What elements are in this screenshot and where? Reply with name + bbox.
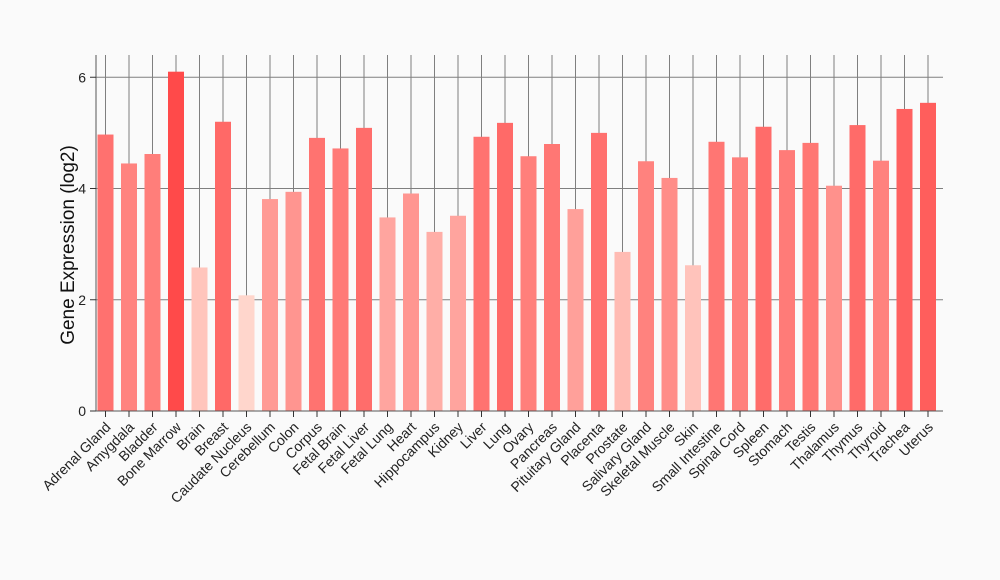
bar-thyroid <box>873 160 889 411</box>
bar-skin <box>685 265 701 411</box>
bar-bladder <box>144 154 161 411</box>
y-tick-label-2: 2 <box>78 292 86 308</box>
bar-spinal-cord <box>732 157 748 411</box>
bar-heart <box>403 193 419 411</box>
bar-breast <box>215 121 231 411</box>
bar-cerebellum <box>262 199 278 411</box>
y-tick-label-0: 0 <box>78 403 86 419</box>
bar-brain <box>191 267 208 411</box>
y-tick-label-4: 4 <box>78 181 86 197</box>
bar-fetal-brain <box>332 148 349 411</box>
bar-testis <box>802 142 819 411</box>
axes <box>90 55 943 417</box>
y-axis-title: Gene Expression (log2) <box>58 145 79 345</box>
bar-corpus <box>309 137 325 411</box>
bar-amygdala <box>121 163 137 411</box>
bar-skeletal-muscle <box>661 177 678 411</box>
y-tick-labels: 0 2 4 6 <box>78 69 86 419</box>
bar-lung <box>497 122 513 412</box>
bar-stomach <box>779 150 795 411</box>
bar-liver <box>473 136 490 412</box>
bar-trachea <box>896 108 913 412</box>
bars <box>97 71 936 412</box>
bar-small-intestine <box>708 141 725 411</box>
bar-uterus <box>920 102 936 412</box>
bar-thalamus <box>826 185 842 411</box>
bar-caudate-nucleus <box>238 295 255 411</box>
bar-pancreas <box>544 144 560 411</box>
bar-pituitary-gland <box>567 209 584 411</box>
bar-placenta <box>591 132 607 411</box>
bar-kidney <box>450 215 466 411</box>
bar-thymus <box>849 125 866 412</box>
bar-spleen <box>755 126 772 411</box>
bar-prostate <box>614 251 631 411</box>
bar-salivary-gland <box>638 161 654 411</box>
bar-hippocampus <box>426 231 443 411</box>
bar-bone-marrow <box>168 71 184 411</box>
bar-colon <box>285 191 302 411</box>
bar-ovary <box>520 156 537 411</box>
bar-adrenal-gland <box>97 134 114 411</box>
bar-fetal-liver <box>356 127 372 412</box>
bar-fetal-lung <box>379 217 396 411</box>
y-tick-label-6: 6 <box>78 69 86 85</box>
